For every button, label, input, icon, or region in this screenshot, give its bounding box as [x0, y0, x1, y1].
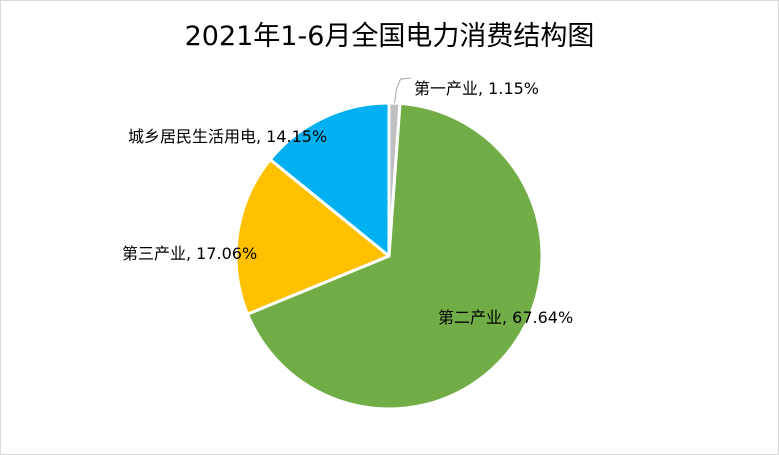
pie-slices [234, 101, 544, 411]
leader-line-primary-industry [394, 77, 412, 104]
data-label-primary-industry: 第一产业, 1.15% [414, 79, 539, 98]
data-label-secondary-industry: 第二产业, 67.64% [438, 308, 573, 327]
pie-slice-tertiary-industry [234, 158, 391, 316]
chart-title: 2021年1-6月全国电力消费结构图 [184, 21, 595, 52]
data-label-tertiary-industry: 第三产业, 17.06% [122, 244, 257, 263]
pie-labels: 第一产业, 1.15% 第二产业, 67.64% 第三产业, 17.06% 城乡居民生… [122, 77, 573, 327]
data-label-residential: 城乡居民生活用电, 14.15% [128, 127, 327, 146]
pie-slice-secondary-industry [246, 101, 544, 411]
pie-slice-residential [268, 101, 391, 258]
